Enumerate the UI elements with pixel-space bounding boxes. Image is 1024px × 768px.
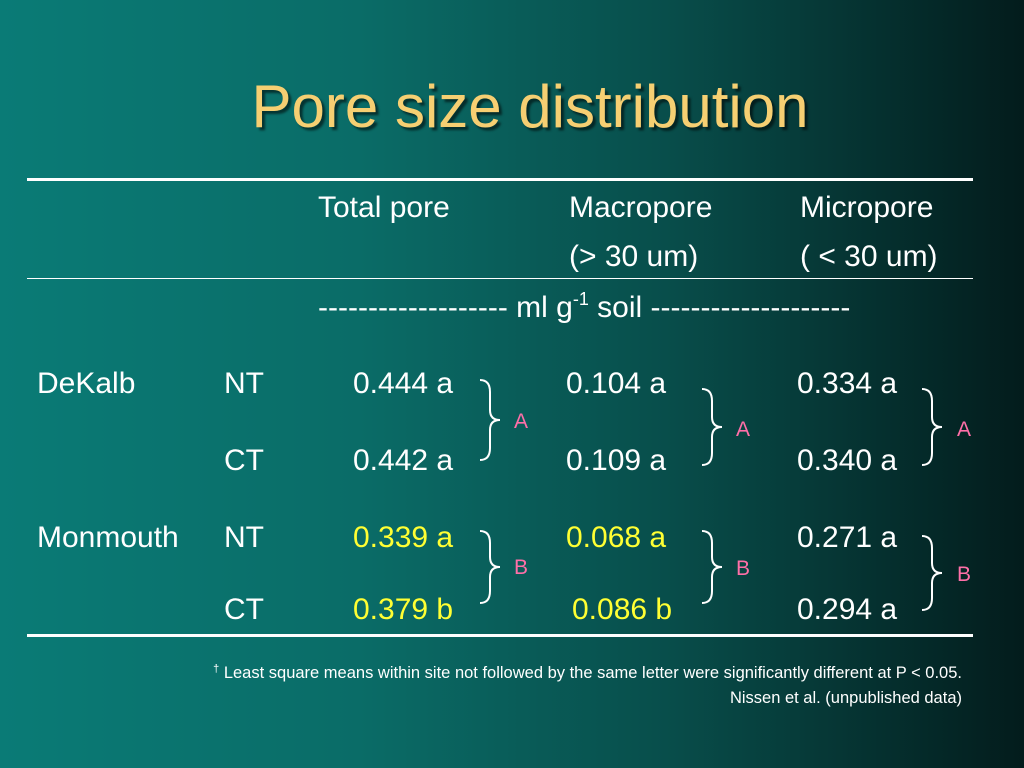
value-monmouth-ct-macro: 0.086 b <box>572 593 673 626</box>
brace-dekalb-macro-icon <box>701 388 723 466</box>
value-dekalb-ct-micro: 0.340 a <box>797 444 898 477</box>
value-monmouth-nt-total: 0.339 a <box>353 521 454 554</box>
value-dekalb-nt-total: 0.444 a <box>353 367 454 400</box>
footnote-text: Least square means within site not follo… <box>219 664 962 682</box>
tillage-monmouth-nt: NT <box>224 521 264 554</box>
value-dekalb-nt-micro: 0.334 a <box>797 367 898 400</box>
units-exponent: -1 <box>572 289 589 309</box>
units-row: ------------------- ml g-1 soil --------… <box>318 289 851 328</box>
group-letter-dekalb-micro: A <box>957 418 972 441</box>
brace-dekalb-micro-icon <box>921 388 943 466</box>
value-monmouth-ct-micro: 0.294 a <box>797 593 898 626</box>
header-micropore: Micropore <box>800 191 934 224</box>
brace-dekalb-total-icon <box>479 379 501 461</box>
group-letter-monmouth-micro: B <box>957 563 972 586</box>
header-total-pore: Total pore <box>318 191 450 224</box>
value-monmouth-nt-micro: 0.271 a <box>797 521 898 554</box>
brace-monmouth-macro-icon <box>701 530 723 604</box>
footnote-marker: † <box>213 663 220 675</box>
value-dekalb-ct-total: 0.442 a <box>353 444 454 477</box>
group-letter-dekalb-total: A <box>514 410 529 433</box>
header-micropore-range: ( < 30 um) <box>800 240 938 273</box>
brace-monmouth-total-icon <box>479 530 501 604</box>
table-bottom-rule <box>27 634 973 637</box>
group-letter-monmouth-total: B <box>514 556 529 579</box>
tillage-dekalb-ct: CT <box>224 444 264 477</box>
tillage-monmouth-ct: CT <box>224 593 264 626</box>
data-source: Nissen et al. (unpublished data) <box>729 689 962 707</box>
tillage-dekalb-nt: NT <box>224 367 264 400</box>
group-letter-monmouth-macro: B <box>736 557 751 580</box>
value-dekalb-ct-macro: 0.109 a <box>566 444 667 477</box>
units-right: soil -------------------- <box>588 291 851 324</box>
units-left: ------------------- ml g <box>318 291 573 324</box>
group-letter-dekalb-macro: A <box>736 418 751 441</box>
value-dekalb-nt-macro: 0.104 a <box>566 367 667 400</box>
header-macropore-range: (> 30 um) <box>569 240 699 273</box>
site-monmouth: Monmouth <box>37 521 179 554</box>
slide-title: Pore size distribution <box>251 73 809 140</box>
header-rule <box>27 278 973 279</box>
table-top-rule <box>27 178 973 181</box>
value-monmouth-ct-total: 0.379 b <box>353 593 454 626</box>
value-monmouth-nt-macro: 0.068 a <box>566 521 667 554</box>
footnote: † Least square means within site not fol… <box>213 663 962 683</box>
site-dekalb: DeKalb <box>37 367 136 400</box>
brace-monmouth-micro-icon <box>921 535 943 611</box>
header-macropore: Macropore <box>569 191 713 224</box>
